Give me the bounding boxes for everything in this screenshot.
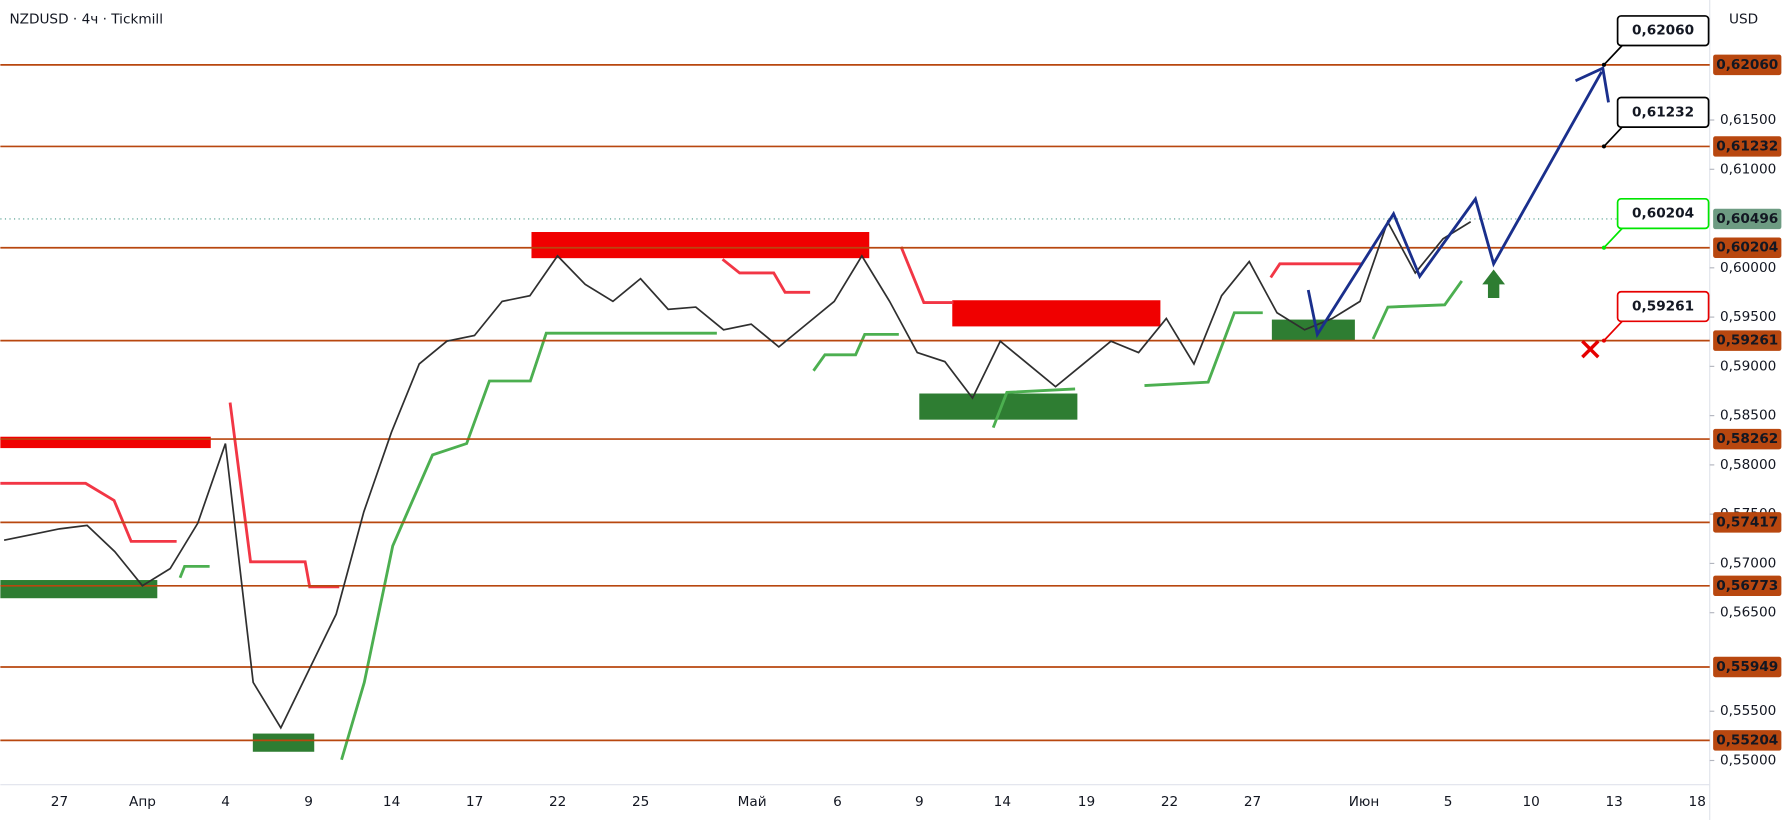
supertrend-down bbox=[721, 258, 811, 294]
callout-label: 0,62060 bbox=[1632, 23, 1694, 39]
callout-leader bbox=[1603, 227, 1623, 249]
x-tick-label: 18 bbox=[1689, 794, 1706, 810]
callout-label: 0,61232 bbox=[1632, 104, 1694, 120]
y-tick-label: 0,57000 bbox=[1720, 555, 1776, 571]
supertrend-down bbox=[899, 246, 954, 304]
level-label: 0,59261 bbox=[1716, 333, 1778, 349]
y-tick-label: 0,60000 bbox=[1720, 260, 1776, 276]
callout-box bbox=[1616, 197, 1710, 230]
x-tick-label: 17 bbox=[466, 794, 483, 810]
supply-zone bbox=[531, 232, 870, 259]
supertrend-up bbox=[991, 387, 1076, 429]
level-box bbox=[1713, 428, 1782, 450]
current-price-label: 0,60496 bbox=[1716, 211, 1778, 227]
level-box bbox=[1713, 54, 1782, 76]
callout-leader bbox=[1603, 126, 1623, 148]
forecast-arrowhead bbox=[1574, 66, 1610, 103]
current-price-box bbox=[1713, 208, 1782, 230]
supertrend-up bbox=[178, 564, 210, 579]
supertrend-up bbox=[812, 332, 899, 372]
y-tick-label: 0,58000 bbox=[1720, 457, 1776, 473]
level-label: 0,55204 bbox=[1716, 732, 1778, 748]
callout-leader bbox=[1603, 44, 1623, 66]
x-tick-label: 27 bbox=[51, 794, 68, 810]
supertrend-down bbox=[228, 402, 340, 589]
demand-zone bbox=[252, 733, 315, 752]
x-tick-label: Апр bbox=[129, 794, 156, 810]
level-label: 0,56773 bbox=[1716, 578, 1778, 594]
callout-label: 0,60204 bbox=[1632, 206, 1694, 222]
x-tick-label: 19 bbox=[1078, 794, 1095, 810]
supertrend-down bbox=[0, 481, 177, 543]
level-box bbox=[1713, 656, 1782, 678]
y-tick-label: 0,58500 bbox=[1720, 408, 1776, 424]
level-label: 0,61232 bbox=[1716, 138, 1778, 154]
y-tick-label: 0,61500 bbox=[1720, 112, 1776, 128]
y-tick-label: 0,59500 bbox=[1720, 309, 1776, 325]
forecast-path bbox=[1306, 70, 1603, 339]
x-tick-label: 14 bbox=[383, 794, 400, 810]
x-tick-label: 25 bbox=[632, 794, 649, 810]
level-box bbox=[1713, 575, 1782, 597]
level-box bbox=[1713, 237, 1782, 258]
callout-box bbox=[1616, 96, 1710, 128]
x-tick-label: 4 bbox=[221, 794, 230, 810]
x-tick-label: 14 bbox=[994, 794, 1011, 810]
supertrend-up bbox=[1144, 311, 1263, 387]
level-label: 0,55949 bbox=[1716, 659, 1778, 675]
demand-zone bbox=[0, 580, 158, 599]
supertrend-up bbox=[340, 331, 717, 761]
x-tick-label: 27 bbox=[1244, 794, 1261, 810]
callout-box bbox=[1616, 15, 1710, 47]
y-tick-label: 0,55000 bbox=[1720, 753, 1776, 769]
levels: 0,62060 0,61232 0,60204 0,59261 bbox=[0, 15, 1710, 742]
callout-leader bbox=[1603, 320, 1623, 342]
x-tick-label: 10 bbox=[1522, 794, 1539, 810]
level-box bbox=[1713, 136, 1782, 157]
x-tick-label: 13 bbox=[1606, 794, 1623, 810]
x-tick-label: 22 bbox=[1161, 794, 1178, 810]
level-label: 0,57417 bbox=[1716, 514, 1778, 530]
level-box bbox=[1713, 512, 1782, 533]
supertrend-up bbox=[1371, 280, 1463, 340]
supply-zone bbox=[952, 300, 1161, 327]
level-label: 0,60204 bbox=[1716, 240, 1778, 256]
y-tick-label: 0,61000 bbox=[1720, 161, 1776, 177]
currency: USD bbox=[1729, 11, 1758, 27]
y-tick-label: 0,55500 bbox=[1720, 703, 1776, 719]
level-label: 0,58262 bbox=[1716, 431, 1778, 447]
y-tick-label: 0,56500 bbox=[1720, 605, 1776, 621]
price bbox=[3, 219, 1472, 730]
zones bbox=[0, 232, 1463, 761]
callout-box bbox=[1616, 290, 1710, 323]
x-tick-label: 9 bbox=[915, 794, 924, 810]
x-tick-label: Май bbox=[738, 794, 767, 810]
level-box bbox=[1713, 330, 1782, 351]
y-tick-label: 0,59000 bbox=[1720, 358, 1776, 374]
axes: 0,61500 0,61000 0,60000 0,59500 0,59000 0,585… bbox=[51, 54, 1782, 810]
price-line bbox=[3, 219, 1472, 730]
supply-zone bbox=[0, 436, 211, 449]
level-label: 0,62060 bbox=[1716, 57, 1778, 73]
x-tick-label: 22 bbox=[549, 794, 566, 810]
x-tick-label: Июн bbox=[1349, 794, 1380, 810]
demand-zone bbox=[1271, 319, 1355, 342]
supertrend-down bbox=[1269, 262, 1363, 279]
stop-mark bbox=[1581, 339, 1600, 359]
callout-label: 0,59261 bbox=[1632, 299, 1694, 315]
x-tick-label: 6 bbox=[833, 794, 842, 810]
level-box bbox=[1713, 730, 1782, 751]
chart-title: NZDUSD · 4ч · Tickmill bbox=[9, 11, 163, 27]
x-tick-label: 5 bbox=[1444, 794, 1453, 810]
x-tick-label: 9 bbox=[304, 794, 313, 810]
